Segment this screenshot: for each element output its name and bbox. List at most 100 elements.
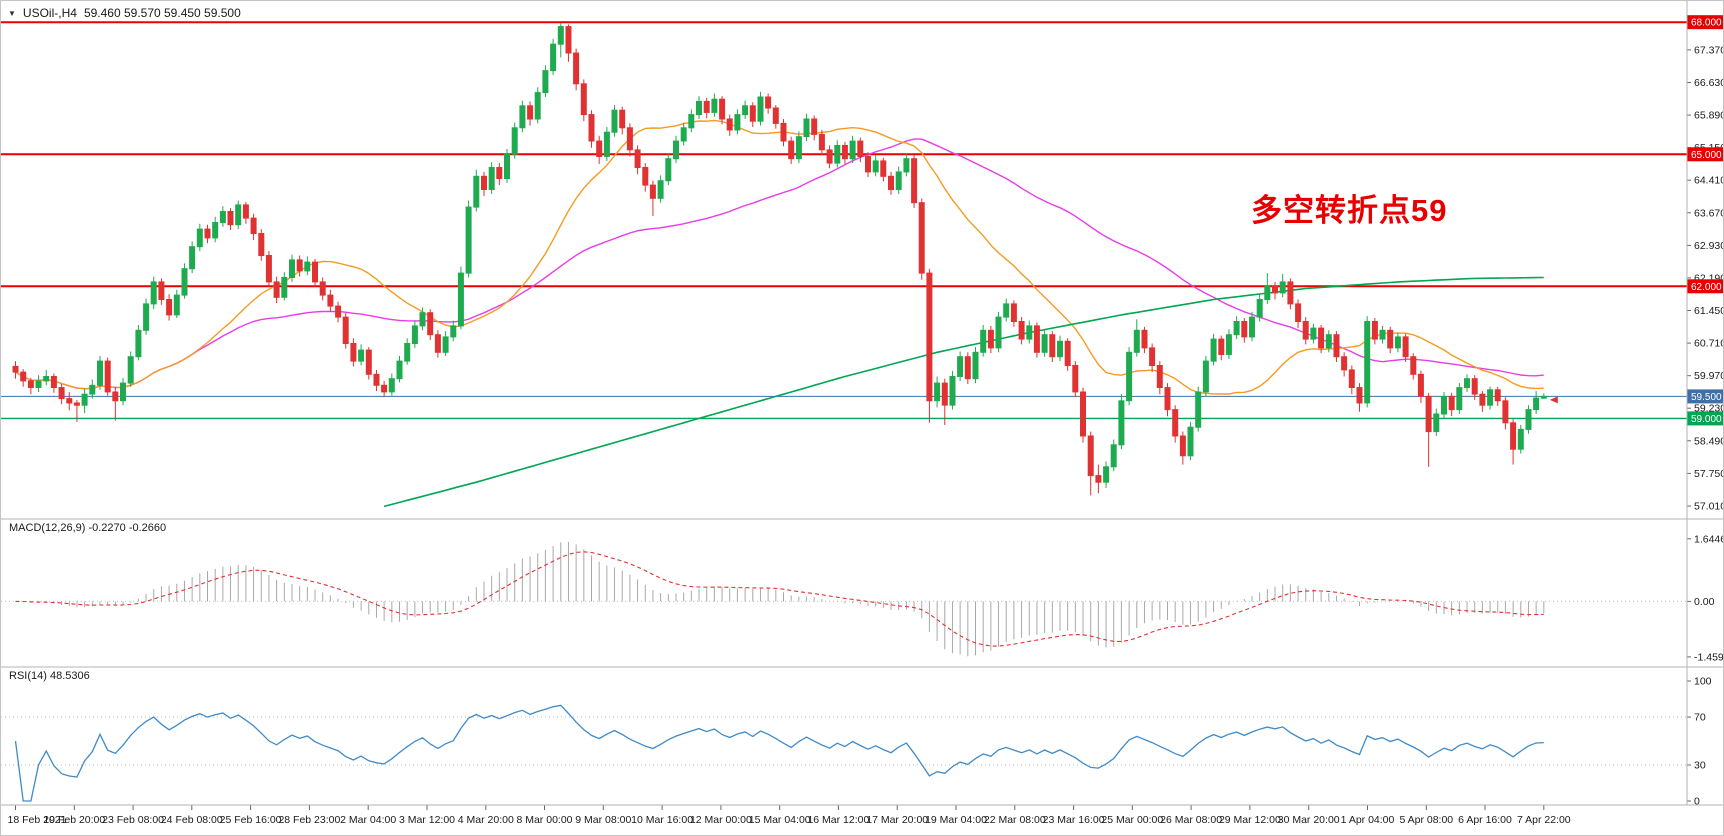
candle-body xyxy=(1502,400,1509,424)
candle-body xyxy=(1018,321,1025,340)
candle-body xyxy=(573,52,580,85)
time-axis-label: 2 Mar 04:00 xyxy=(340,814,396,826)
candle-body xyxy=(1425,395,1432,433)
price-axis-label: 57.750 xyxy=(1694,468,1724,480)
candle-body xyxy=(1103,466,1110,483)
candle-body xyxy=(772,107,779,124)
candle-body xyxy=(1287,281,1294,305)
candle-body xyxy=(726,118,733,131)
candle-body xyxy=(1241,321,1248,338)
candle-body xyxy=(1494,389,1501,402)
candle-body xyxy=(550,43,557,72)
time-axis-label: 22 Mar 08:00 xyxy=(984,814,1046,826)
candle-body xyxy=(719,98,726,120)
price-axis-label: 58.490 xyxy=(1694,435,1724,447)
rsi-scale-label: 0 xyxy=(1694,796,1700,808)
candle-body xyxy=(1379,329,1386,340)
candle-body xyxy=(588,114,595,142)
annotation-text[interactable]: 多空转折点59 xyxy=(1251,193,1448,228)
candle-body xyxy=(1417,373,1424,397)
candle-body xyxy=(1325,334,1332,349)
candle-body xyxy=(81,393,88,406)
time-axis-label: 8 Mar 00:00 xyxy=(516,814,572,826)
candle-body xyxy=(857,140,864,158)
candle-body xyxy=(358,349,365,362)
candle-body xyxy=(527,105,534,120)
candle-body xyxy=(35,380,42,388)
candle-body xyxy=(1394,336,1401,349)
time-axis-label: 25 Mar 00:00 xyxy=(1101,814,1163,826)
candle-body xyxy=(1156,365,1163,388)
candle-body xyxy=(1471,378,1478,395)
candle-body xyxy=(611,109,618,133)
candle-body xyxy=(1356,387,1363,404)
candle-body xyxy=(327,294,334,307)
candle-body xyxy=(1064,340,1071,366)
time-axis-label: 7 Apr 22:00 xyxy=(1517,814,1571,826)
candle-body xyxy=(227,211,234,226)
time-axis-label: 4 Mar 20:00 xyxy=(458,814,514,826)
time-axis-label: 23 Mar 16:00 xyxy=(1043,814,1105,826)
price-axis-label: 57.010 xyxy=(1694,500,1724,512)
candle-body xyxy=(1087,435,1094,477)
candle-body xyxy=(1218,338,1225,356)
candle-body xyxy=(1279,281,1286,294)
candle-body xyxy=(688,114,695,129)
candle-body xyxy=(419,312,426,327)
candle-body xyxy=(757,96,764,122)
time-axis-label: 10 Mar 16:00 xyxy=(631,814,693,826)
candle-body xyxy=(488,167,495,190)
rsi-line xyxy=(14,704,1544,802)
candle-body xyxy=(519,105,526,129)
price-marker-arrow-icon xyxy=(1549,396,1558,404)
candle-body xyxy=(304,261,311,272)
symbol-dropdown-icon[interactable]: ▼ xyxy=(8,9,16,18)
candle-body xyxy=(1387,329,1394,349)
candle-body xyxy=(66,398,73,404)
candle-body xyxy=(673,140,679,160)
time-axis-label: 3 Mar 12:00 xyxy=(399,814,455,826)
candle-body xyxy=(703,100,710,113)
candle-body xyxy=(957,356,964,378)
candle-body xyxy=(934,382,941,402)
candle-body xyxy=(603,131,610,157)
candle-body xyxy=(150,281,157,305)
candle-body xyxy=(818,133,825,151)
candle-body xyxy=(27,380,34,388)
price-axis-label: 60.710 xyxy=(1694,338,1724,350)
candle-body xyxy=(1341,356,1348,371)
macd-scale-label: -1.4594 xyxy=(1694,651,1724,663)
candle-body xyxy=(1187,426,1194,457)
symbol-timeframe-label: USOil-,H4 xyxy=(22,6,77,20)
level-62.000-badge-label: 62.000 xyxy=(1691,282,1722,293)
time-axis-label: 15 Mar 04:00 xyxy=(749,814,811,826)
candle-body xyxy=(1333,334,1340,358)
candle-body xyxy=(212,222,219,239)
level-68.000-badge-label: 68.000 xyxy=(1691,18,1722,29)
current-price-badge-label: 59.500 xyxy=(1691,392,1722,403)
candle-body xyxy=(473,175,480,208)
candle-body xyxy=(872,160,879,173)
candle-body xyxy=(696,100,702,116)
candle-body xyxy=(20,371,27,382)
time-axis-label: 23 Feb 08:00 xyxy=(102,814,164,826)
candle-body xyxy=(1003,303,1010,318)
candle-body xyxy=(1464,378,1470,389)
candles-layer[interactable] xyxy=(12,23,1547,496)
candle-body xyxy=(120,382,126,402)
candle-body xyxy=(1441,395,1447,415)
price-axis-label: 66.630 xyxy=(1694,77,1724,89)
time-axis-label: 1 Apr 04:00 xyxy=(1341,814,1395,826)
candle-body xyxy=(434,334,441,353)
candle-body xyxy=(811,118,818,135)
price-axis[interactable]: 67.37066.63065.89065.15064.41063.67062.9… xyxy=(1687,15,1724,808)
candle-body xyxy=(89,384,96,395)
candle-body xyxy=(1041,334,1048,353)
time-axis-label: 24 Feb 08:00 xyxy=(161,814,223,826)
candle-body xyxy=(319,281,326,296)
candle-body xyxy=(1249,316,1255,338)
candle-body xyxy=(1080,391,1086,437)
candle-body xyxy=(1402,336,1409,358)
